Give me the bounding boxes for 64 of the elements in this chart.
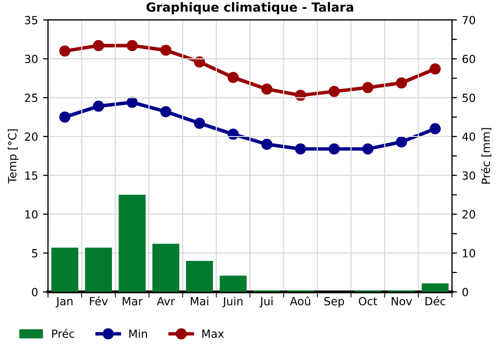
point [92,40,104,52]
point [328,86,340,97]
bar [51,248,78,292]
y-tick-label: 20 [24,132,38,141]
point [261,84,272,95]
point [396,77,408,88]
x-tick-label: Juin [222,296,242,308]
bar [118,194,146,292]
y2-tick-label: 50 [462,94,476,102]
point [328,143,340,154]
point [126,96,138,108]
point [194,118,206,129]
bar [422,283,449,292]
x-tick-label: Mar [122,297,143,306]
x-tick-label: Déc [426,296,446,306]
point [396,136,408,148]
y-axis-title: Temp [°C] [8,129,19,184]
y2-tick-label: 70 [462,16,476,24]
x-tick-label: Jui [260,296,272,308]
point [160,44,172,56]
point [59,112,70,123]
y2-tick-label: 20 [462,210,476,219]
x-tick-label: Aoû [290,296,310,306]
x-tick-label: Mai [190,296,208,306]
point [430,123,441,134]
legend-label: Préc [52,328,74,338]
point [92,100,104,112]
y-tick-label: 5 [32,249,38,258]
point [362,143,374,154]
x-tick-label: Sep [324,296,344,308]
point [228,72,239,84]
x-tick-label: Avr [156,297,175,306]
point [261,138,272,150]
point [294,90,306,101]
bar [186,260,213,292]
legend-label: Min [129,329,147,338]
chart-title: Graphique climatique - Talara [146,2,354,14]
y2-tick-label: 60 [462,54,476,64]
y-tick-label: 35 [24,16,38,24]
y-tick-label: 15 [25,171,38,180]
y-tick-label: 30 [24,54,38,64]
x-tick-label: Nov [392,297,412,306]
y2-tick-label: 40 [462,132,476,141]
y-tick-label: 10 [25,210,38,219]
y2-tick-label: 30 [462,171,476,180]
x-tick-label: Fév [90,296,108,306]
legend-label: Max [202,330,224,338]
x-tick-label: Oct [358,296,378,306]
point [294,143,306,154]
point [362,82,374,94]
x-tick-label: Jan [56,297,72,308]
point [59,45,70,57]
y2-tick-label: 0 [462,288,468,296]
point [126,40,138,52]
y2-axis-title: Préc [mm] [480,128,492,184]
y2-tick-label: 10 [462,249,476,258]
point [160,106,172,118]
y-tick-label: 0 [32,288,38,296]
bar [220,276,247,292]
point [228,128,239,140]
y-tick-label: 25 [24,94,38,102]
point [430,63,441,74]
bar [85,248,112,292]
bar [152,244,180,292]
